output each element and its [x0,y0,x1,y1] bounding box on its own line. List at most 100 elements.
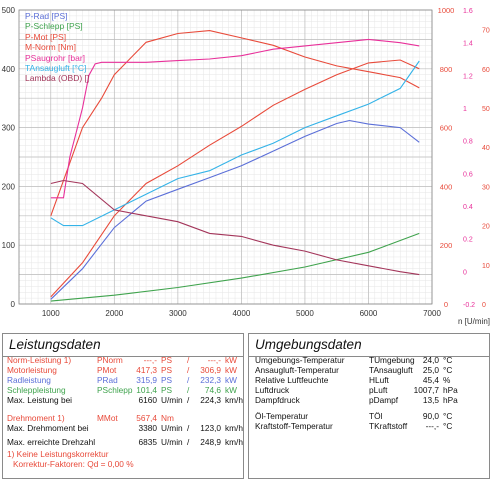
row-value: 24,0 [422,355,439,365]
row-value: 13,5 [422,395,439,405]
row-unit: km/h [225,395,243,405]
series-line [50,179,420,276]
boost-tick-label: 0.6 [463,171,473,178]
legend-entry: TAnsaugluft [°C] [25,63,87,74]
row-value: ---,- [425,421,439,431]
row-symbol: PNorm [97,355,123,365]
row-unit: Nm [161,413,174,423]
row-separator: / [187,423,190,433]
row-value: 123,0 [200,423,221,433]
y-tick-label: 200 [2,182,16,191]
series-line [50,232,420,302]
row-label: Umgebungs-Temperatur [255,355,345,365]
boost-tick-label: 1 [463,106,467,113]
footnote: 1) Keine Leistungskorrektur [7,449,109,459]
leistung-row: Radleistung PRad 315,9 PS / 232,3 kW [5,375,241,386]
torque-tick-label: 0 [444,300,448,309]
row-symbol: TAnsaugluft [369,365,413,375]
row-symbol: TÖl [369,411,383,421]
row-unit: °C [443,421,453,431]
row-value: 6160 [138,395,157,405]
row-unit: PS [161,385,173,395]
row-label: Max. erreichte Drehzahl [7,437,96,447]
row-label: Luftdruck [255,385,290,395]
umgebung-row: Kraftstoff-Temperatur TKraftstoff ---,- °C [253,421,487,432]
x-tick-label: 4000 [232,309,250,318]
row-unit: PS [161,365,173,375]
umgebung-row: Dampfdruck pDampf 13,5 hPa [253,395,487,406]
temp-tick-label: 20 [482,224,490,231]
temp-tick-label: 40 [482,145,490,152]
torque-tick-label: 800 [440,65,453,74]
row-label: Norm-Leistung 1) [7,355,72,365]
leistung-row: Max. erreichte Drehzahl 6835 U/min / 248,9 km… [5,437,243,448]
row-separator: / [187,385,190,395]
row-separator: / [187,365,190,375]
umgebung-row: Umgebungs-Temperatur TUmgebung 24,0 °C [253,355,487,366]
temp-tick-label: 0 [482,302,486,309]
row-label: Max. Leistung bei [7,395,73,405]
boost-tick-label: -0.2 [463,302,475,309]
umgebung-row: Relative Luftfeuchte HLuft 45,4% [253,375,487,386]
boost-tick-label: 0.2 [463,237,473,244]
temp-tick-label: 60 [482,67,490,74]
row-separator: / [187,437,190,447]
row-value: 1007,7 [413,385,439,395]
row-unit: kW [225,385,237,395]
row-value: 101,4 [136,385,157,395]
row-value: 417,3 [136,365,157,375]
row-label: Drehmoment 1) [7,413,65,423]
y-tick-label: 300 [2,124,16,133]
row-unit: kW [225,375,237,385]
row-unit: kW [225,355,237,365]
panel-title: Umgebungsdaten [249,334,489,357]
torque-tick-label: 400 [440,182,453,191]
row-value: ---,- [207,355,221,365]
row-label: Motorleistung [7,365,57,375]
row-value: 306,9 [200,365,221,375]
row-value: 224,3 [200,395,221,405]
row-symbol: TKraftstoff [369,421,408,431]
y-tick-label: 500 [2,6,16,15]
x-tick-label: 2000 [105,309,123,318]
leistungsdaten-panel: Leistungsdaten Norm-Leistung 1) PNorm ---,… [2,333,244,479]
row-symbol: pDampf [369,395,399,405]
boost-tick-label: 1.4 [463,41,473,48]
x-tick-label: 5000 [296,309,314,318]
chart-legend: P-Rad [PS] P-Schlepp [PS] P-Mot [PS] M-N… [25,11,89,84]
plot-frame [18,9,433,305]
x-tick-label: 3000 [169,309,187,318]
y-tick-label: 100 [2,241,16,250]
legend-entry: P-Rad [PS] [25,11,68,21]
row-label: Ansaugluft-Temperatur [255,365,339,375]
row-symbol: TUmgebung [369,355,415,365]
series-line [50,38,420,199]
torque-tick-label: 600 [440,124,453,133]
row-unit: U/min [161,395,183,405]
umgebungsdaten-panel: Umgebungsdaten Umgebungs-Temperatur TUmge… [248,333,490,479]
row-value: 90,0 [422,411,439,421]
temp-tick-label: 50 [482,106,490,113]
boost-tick-label: 0.4 [463,204,473,211]
series-line [50,119,420,300]
row-separator: / [187,375,190,385]
row-value: 74,6 [204,385,221,395]
torque-tick-label: 1000 [438,6,455,15]
row-value: 3380 [138,423,157,433]
row-unit: °C [443,411,453,421]
row-symbol: MMot [97,413,118,423]
row-label: Schleppleistung [7,385,66,395]
row-label: Max. Drehmoment bei [7,423,89,433]
legend-entry: M-Norm [Nm] [25,42,76,53]
series-line [50,30,420,216]
row-unit: U/min [161,437,183,447]
temp-tick-label: 30 [482,184,490,191]
x-axis-label: n [U/min] [458,317,490,326]
row-value: 567,4 [136,413,157,423]
row-value: 45,4 [422,375,439,385]
umgebung-row: Öl-Temperatur TÖl 90,0 °C [253,411,487,422]
row-value: 248,9 [200,437,221,447]
row-unit: U/min [161,423,183,433]
row-symbol: PSchlepp [97,385,133,395]
row-unit: hPa [443,395,458,405]
